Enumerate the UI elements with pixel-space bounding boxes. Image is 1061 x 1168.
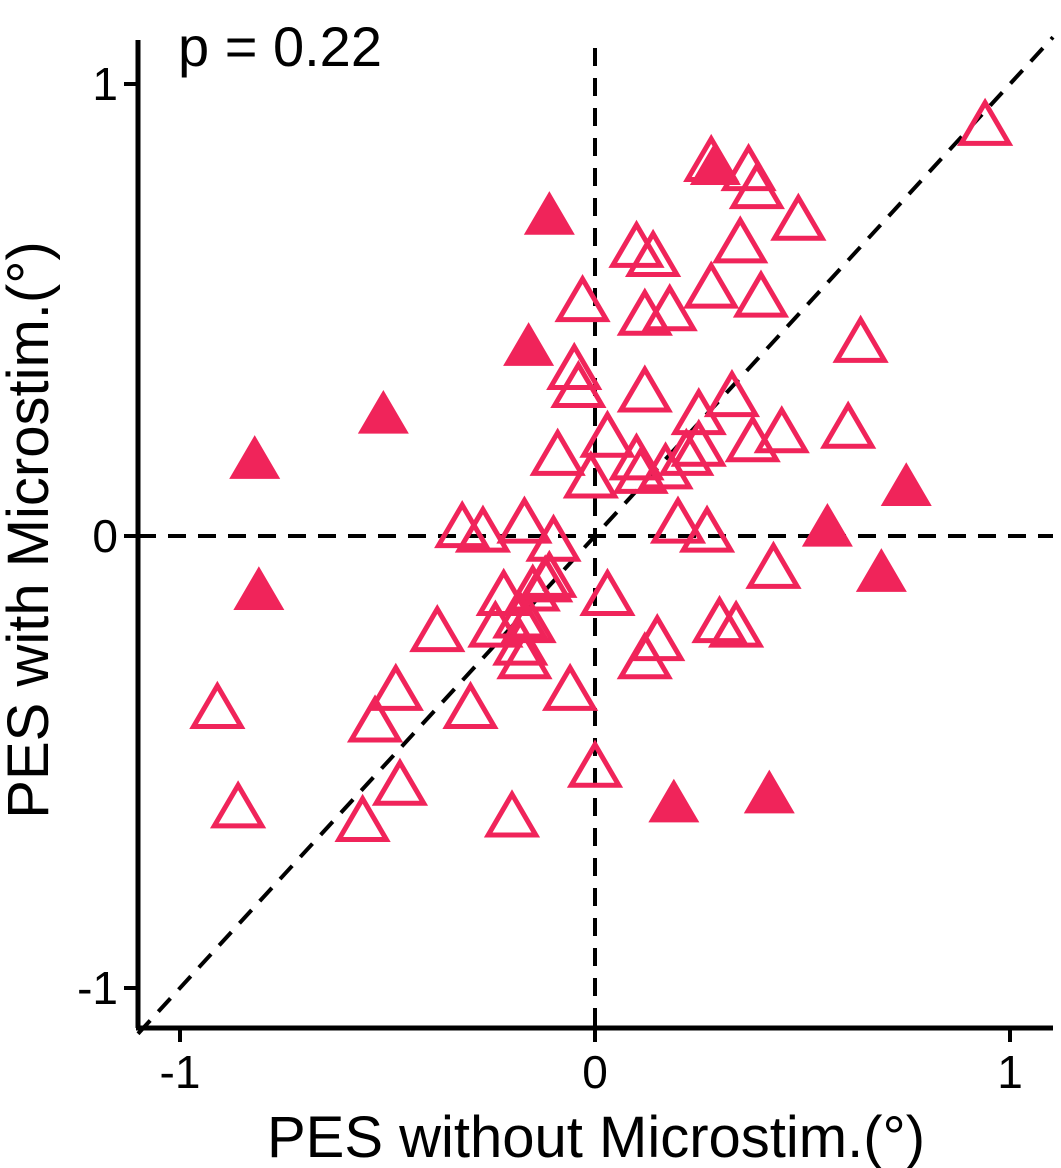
open-triangle-marker: [712, 215, 769, 264]
open-triangle-marker: [745, 540, 802, 589]
open-triangle-marker: [820, 400, 877, 449]
open-triangle-marker: [707, 599, 765, 648]
open-triangle-marker: [649, 495, 707, 544]
open-triangle-marker: [529, 427, 586, 476]
open-triangle-marker: [641, 283, 698, 332]
filled-triangle-marker: [689, 141, 741, 186]
open-triangle-marker: [371, 757, 429, 806]
open-triangle-marker: [334, 793, 391, 842]
x-axis-title: PES without Microstim.(°): [267, 1105, 925, 1168]
open-triangle-marker: [658, 427, 715, 476]
filled-triangle-marker: [801, 502, 853, 547]
identity-line: [136, 35, 1055, 1036]
open-triangle-marker: [189, 680, 246, 729]
open-triangle-marker: [956, 97, 1014, 146]
filled-triangle-marker: [743, 769, 795, 814]
filled-triangle-marker: [233, 566, 285, 610]
open-triangle-marker: [550, 359, 607, 409]
open-triangle-marker: [496, 631, 553, 680]
x-tick-label: 1: [997, 1046, 1023, 1098]
open-triangle-marker: [670, 387, 727, 436]
open-triangle-marker: [703, 368, 761, 418]
open-triangle-marker: [483, 789, 541, 838]
open-triangle-marker: [541, 662, 599, 711]
filled-triangle-marker: [523, 191, 575, 235]
open-triangle-marker: [616, 287, 673, 336]
open-triangle-marker: [637, 441, 694, 490]
open-triangle-marker: [346, 694, 404, 743]
open-triangle-marker: [442, 680, 499, 729]
open-triangle-marker: [409, 603, 466, 653]
y-tick-label: -1: [77, 962, 118, 1014]
open-triangle-marker: [678, 504, 736, 553]
filled-triangle-marker: [648, 778, 700, 823]
open-triangle-marker: [616, 364, 673, 413]
open-triangle-marker: [454, 504, 512, 553]
open-triangle-marker: [732, 269, 790, 318]
open-triangle-marker: [496, 495, 553, 544]
open-triangle-marker: [579, 409, 636, 458]
open-triangle-marker: [492, 617, 549, 666]
open-triangle-marker: [467, 599, 524, 648]
filled-triangle-marker: [880, 462, 932, 506]
open-triangle-marker: [670, 418, 727, 467]
x-tick-label: 0: [582, 1046, 608, 1098]
reference-lines: [136, 35, 1055, 1036]
open-triangle-marker: [616, 631, 673, 680]
ticks: -1 0 1 -1 0 1: [77, 58, 1023, 1098]
open-triangle-marker: [579, 567, 636, 616]
open-triangle-marker: [753, 405, 810, 454]
x-tick-label: -1: [160, 1046, 201, 1098]
open-triangle-marker: [608, 432, 665, 481]
y-tick-label: 0: [92, 510, 118, 562]
filled-triangle-marker: [229, 435, 281, 479]
open-triangle-marker: [492, 590, 549, 639]
filled-triangle-marker: [503, 322, 555, 366]
open-triangle-marker: [521, 549, 578, 598]
open-triangle-marker: [832, 314, 889, 363]
open-triangle-marker: [554, 274, 611, 323]
data-markers: [189, 97, 1014, 842]
open-triangle-marker: [566, 739, 624, 788]
open-triangle-marker: [562, 450, 619, 499]
filled-triangle-marker: [855, 548, 907, 592]
open-triangle-marker: [209, 780, 267, 829]
open-triangle-marker: [683, 260, 740, 309]
open-triangle-marker: [728, 161, 785, 210]
open-triangle-marker: [624, 228, 682, 277]
open-triangle-marker: [691, 594, 748, 644]
filled-triangle-marker: [357, 389, 409, 434]
y-axis-title: PES with Microstim.(°): [0, 241, 61, 818]
open-triangle-marker: [546, 341, 603, 390]
y-tick-label: 1: [92, 58, 118, 110]
open-triangle-marker: [434, 500, 491, 549]
open-triangle-marker: [724, 414, 781, 463]
open-triangle-marker: [367, 662, 424, 711]
p-value-annotation: p = 0.22: [178, 15, 382, 78]
open-triangle-marker: [770, 192, 827, 241]
